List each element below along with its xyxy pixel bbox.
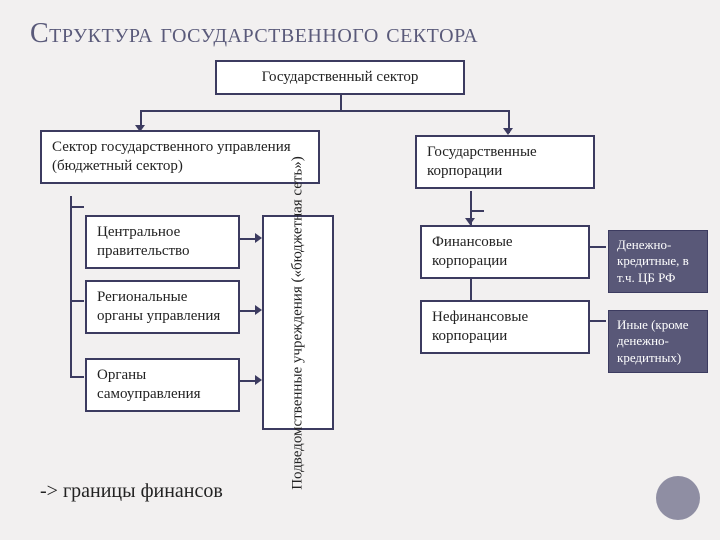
- arrow-icon: [503, 128, 513, 135]
- connector: [590, 320, 606, 322]
- page-title: Структура государственного сектора: [30, 18, 478, 50]
- node-root-label: Государственный сектор: [262, 69, 419, 85]
- node-vertical-label: Подведомственные учреждения («бюджетная …: [290, 156, 307, 490]
- node-label: Центральное правительство: [97, 224, 190, 259]
- title-text: Структура государственного сектора: [30, 18, 478, 49]
- note-box: Денежно-кредитные, в т.ч. ЦБ РФ: [608, 230, 708, 293]
- connector: [340, 94, 342, 110]
- connector: [70, 206, 84, 208]
- arrow-icon: [255, 305, 262, 315]
- connector: [140, 110, 510, 112]
- arrow-icon: [255, 375, 262, 385]
- node-label: Нефинансовые корпорации: [432, 309, 528, 344]
- node-left-child: Региональные органы управления: [85, 280, 240, 334]
- note-label: Иные (кроме денежно-кредитных): [617, 317, 689, 365]
- node-left-main: Сектор государственного управления (бюдж…: [40, 130, 320, 184]
- node-vertical: Подведомственные учреждения («бюджетная …: [262, 215, 334, 430]
- arrow-icon: [465, 218, 475, 225]
- node-right-child: Нефинансовые корпорации: [420, 300, 590, 354]
- connector: [70, 196, 72, 376]
- node-right-child: Финансовые корпорации: [420, 225, 590, 279]
- node-label: Органы самоуправления: [97, 367, 201, 402]
- connector: [470, 210, 484, 212]
- node-label: Финансовые корпорации: [432, 234, 513, 269]
- page-number-circle: [656, 476, 700, 520]
- footer-text: -> границы финансов: [40, 480, 223, 503]
- note-box: Иные (кроме денежно-кредитных): [608, 310, 708, 373]
- node-right-main: Государственные корпорации: [415, 135, 595, 189]
- node-root: Государственный сектор: [215, 60, 465, 95]
- connector: [590, 246, 606, 248]
- node-label: Региональные органы управления: [97, 289, 220, 324]
- connector: [70, 376, 84, 378]
- node-left-main-label: Сектор государственного управления (бюдж…: [52, 139, 291, 174]
- connector: [70, 300, 84, 302]
- node-left-child: Органы самоуправления: [85, 358, 240, 412]
- arrow-icon: [255, 233, 262, 243]
- note-label: Денежно-кредитные, в т.ч. ЦБ РФ: [617, 237, 689, 285]
- node-right-main-label: Государственные корпорации: [427, 144, 537, 179]
- node-left-child: Центральное правительство: [85, 215, 240, 269]
